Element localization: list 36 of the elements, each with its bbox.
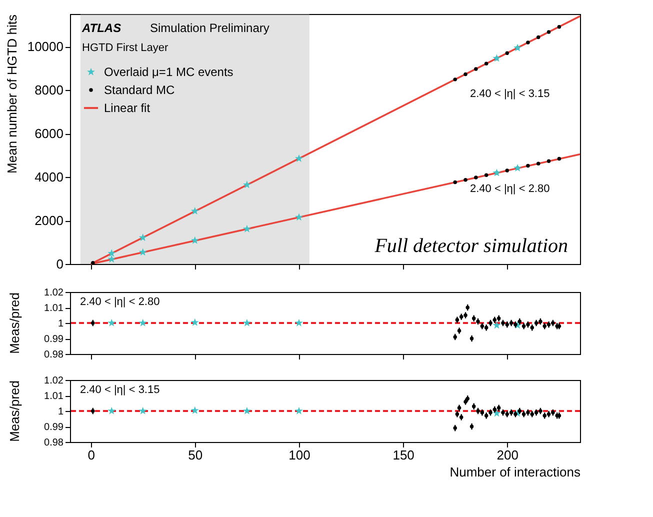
- y-tick-label: 10000: [27, 39, 64, 54]
- y-tick-label: 2000: [34, 213, 64, 228]
- annotation: HGTD First Layer: [82, 42, 169, 54]
- annotation: 2.40 < |η| < 2.80: [80, 296, 160, 308]
- x-axis-title: Number of interactions: [450, 464, 581, 480]
- x-tick-label: 50: [188, 448, 203, 462]
- annotation: 2.40 < |η| < 3.15: [470, 88, 550, 100]
- x-tick-label: 200: [496, 448, 518, 462]
- y-tick-label: 1.02: [44, 376, 64, 386]
- y-tick-label: 6000: [34, 126, 64, 142]
- y-tick-label: 1.01: [44, 303, 64, 314]
- y-tick-label: 0.99: [44, 422, 64, 433]
- annotation: ATLAS: [81, 21, 122, 35]
- y-tick-label: 0.98: [44, 438, 64, 448]
- y-tick-label: 8000: [34, 82, 64, 98]
- y-tick-label: 1: [58, 406, 64, 418]
- y-tick-label: 0: [56, 256, 64, 272]
- x-tick-label: 0: [88, 448, 95, 462]
- y-tick-label: 1: [58, 318, 64, 330]
- x-tick-label: 150: [392, 448, 414, 462]
- y-axis-title: Meas/pred: [7, 380, 22, 442]
- y-tick-label: 1.02: [44, 288, 64, 298]
- y-tick-label: 1.01: [44, 391, 64, 402]
- annotation: 2.40 < |η| < 3.15: [80, 384, 160, 396]
- annotation: 2.40 < |η| < 2.80: [470, 183, 550, 195]
- annotation: Simulation Preliminary: [150, 21, 270, 35]
- legend-label: Overlaid μ=1 MC events: [104, 65, 234, 79]
- legend-label: Linear fit: [104, 101, 151, 115]
- x-tick-label: 100: [288, 448, 310, 462]
- y-tick-label: 0.99: [44, 334, 64, 345]
- annotation: Full detector simulation: [374, 235, 568, 257]
- y-axis-title: Meas/pred: [7, 292, 22, 354]
- y-axis-title: Mean number of HGTD hits: [4, 14, 20, 174]
- y-tick-label: 4000: [34, 170, 64, 185]
- y-tick-label: 0.98: [44, 350, 64, 360]
- legend-label: Standard MC: [104, 83, 176, 97]
